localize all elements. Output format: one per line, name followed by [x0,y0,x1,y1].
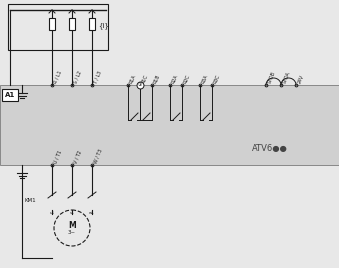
Text: R1A: R1A [129,73,137,84]
Bar [89,18,95,30]
Text: R3A: R3A [201,73,209,84]
Text: R1B: R1B [153,73,161,84]
Bar [8,4,108,50]
Text: ③: ③ [138,81,142,87]
Text: S / L2: S / L2 [73,70,83,84]
Text: KM1: KM1 [24,198,36,203]
Text: A1: A1 [5,92,15,98]
Bar [0,85,339,165]
Text: W / T3: W / T3 [93,148,103,164]
Text: u1: u1 [49,211,55,215]
Text: 24V: 24V [297,73,305,84]
Text: STOA: STOA [282,70,292,84]
Text: ATV6●●: ATV6●● [252,143,288,152]
Text: V / T2: V / T2 [73,149,83,164]
Text: 3~: 3~ [68,230,76,236]
Text: R3C: R3C [213,73,221,84]
Text: M: M [68,221,76,229]
Text: R / L1: R / L1 [53,70,63,84]
Text: R1C: R1C [141,73,149,84]
Text: STOB: STOB [267,70,277,84]
Text: R2A: R2A [171,73,179,84]
Text: {i}: {i} [98,23,109,29]
Text: T / L3: T / L3 [93,70,103,84]
Bar [69,18,75,30]
Bar [2,89,18,101]
Text: v1: v1 [69,211,75,215]
Text: w1: w1 [89,211,95,215]
Bar [49,18,55,30]
Text: R2C: R2C [183,73,191,84]
Text: U / T1: U / T1 [53,149,63,164]
